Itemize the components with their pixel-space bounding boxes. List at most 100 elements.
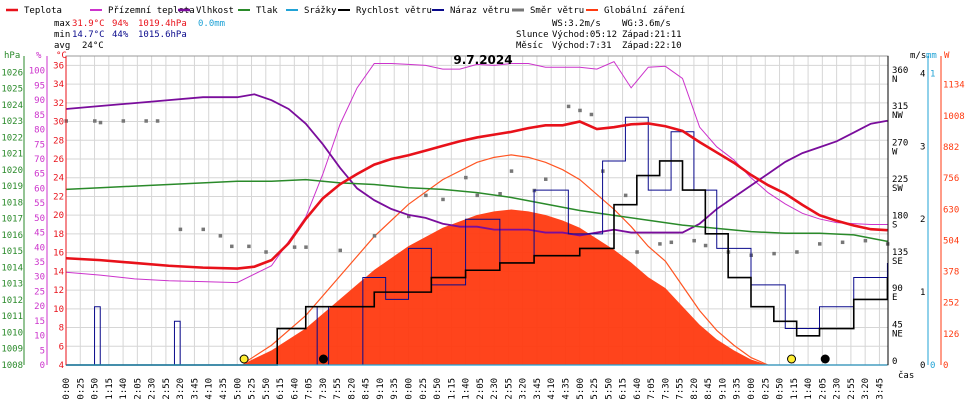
- y-tick-radiation: 378: [943, 268, 959, 278]
- wind-dir-point: [623, 193, 628, 198]
- x-tick-label: 08:20: [347, 378, 357, 400]
- x-tick-label: 18:20: [690, 378, 700, 400]
- y-tick-wind-dir: 45: [892, 321, 903, 331]
- wind-dir-point: [407, 214, 411, 219]
- legend-item-rychlost-vetru: Rychlost větru: [338, 6, 432, 16]
- y-tick-wind-speed: 0: [920, 361, 925, 371]
- y-tick-temperature: 22: [53, 192, 64, 202]
- y-tick-humidity: 40: [34, 243, 45, 253]
- y-tick-wind-dir-name: NE: [892, 330, 903, 340]
- wind-dir-point: [544, 177, 548, 181]
- legend-item-tlak: Tlak: [238, 6, 278, 16]
- y-tick-humidity: 55: [34, 199, 45, 209]
- x-tick-label: 04:35: [219, 378, 229, 400]
- stat-min-hum: 44%: [112, 30, 129, 40]
- y-tick-wind-dir-name: SW: [892, 184, 903, 194]
- x-tick-label: 14:10: [547, 378, 557, 400]
- x-tick-label: 11:15: [447, 378, 457, 400]
- x-tick-label: 12:05: [476, 378, 486, 400]
- y-tick-pressure: 1011: [1, 312, 23, 322]
- y-tick-temperature: 12: [53, 286, 64, 296]
- legend-label: Vlhkost: [196, 6, 234, 16]
- wind-dir-point: [441, 197, 445, 202]
- series-radiation-curve: [66, 154, 888, 366]
- moonset-time: Západ:22:10: [622, 41, 682, 51]
- x-tick-label: 02:30: [148, 378, 158, 400]
- x-tick-label: 23:45: [875, 378, 885, 400]
- x-tick-label: 11:40: [462, 378, 472, 400]
- y-tick-wind-dir: 180: [892, 211, 908, 221]
- y-tick-wind-dir-name: NW: [892, 111, 903, 121]
- y-tick-pressure: 1020: [1, 166, 23, 176]
- y-tick-pressure: 1021: [1, 150, 23, 160]
- x-tick-label: 16:40: [633, 378, 643, 400]
- sunset-time: Západ:21:11: [622, 30, 682, 40]
- legend-item-globalni-zareni: Globální záření: [586, 6, 685, 16]
- wind-dir-point: [818, 242, 822, 246]
- y-tick-humidity: 0: [40, 361, 45, 371]
- y-tick-humidity: 50: [34, 214, 45, 224]
- sun-marker: [787, 354, 797, 364]
- y-tick-humidity: 95: [34, 81, 45, 91]
- legend-label: Náraz větru: [450, 6, 510, 16]
- y-tick-pressure: 1010: [1, 328, 23, 338]
- y-tick-humidity: 100: [29, 67, 45, 77]
- y-tick-temperature: 8: [59, 324, 64, 334]
- y-tick-wind-dir: 90: [892, 284, 903, 294]
- y-tick-temperature: 28: [53, 136, 64, 146]
- stat-min-press: 1015.6hPa: [138, 30, 187, 40]
- x-tick-label: 17:30: [661, 378, 671, 400]
- wind-dir-point: [178, 227, 183, 232]
- x-tick-label: 00:50: [91, 378, 101, 400]
- y-tick-pressure: 1023: [1, 117, 23, 127]
- y-tick-pressure: 1026: [1, 68, 23, 78]
- y-tick-radiation: 0: [943, 361, 948, 371]
- stat-min-label: min: [54, 30, 70, 40]
- x-tick-label: 15:50: [604, 378, 614, 400]
- wind-dir-point: [703, 243, 708, 248]
- y-tick-wind-dir: 135: [892, 248, 908, 258]
- x-tick-label: 01:40: [119, 378, 129, 400]
- y-tick-temperature: 14: [53, 267, 64, 277]
- wind-dir-point: [795, 250, 799, 254]
- y-tick-rain: 1: [930, 69, 935, 79]
- y-tick-wind-speed: 1: [920, 288, 925, 298]
- x-tick-label: 22:05: [818, 378, 828, 400]
- legend-label: Směr větru: [530, 6, 584, 16]
- wind-dir-point: [304, 245, 308, 249]
- y-tick-radiation: 126: [943, 330, 959, 340]
- y-tick-humidity: 15: [34, 317, 45, 327]
- moon-label: Měsíc: [516, 41, 543, 51]
- x-tick-label: 20:00: [747, 378, 757, 400]
- x-tick-label: 03:45: [190, 378, 200, 400]
- y-tick-wind-dir-name: S: [892, 220, 897, 230]
- y-tick-wind-dir: 270: [892, 139, 908, 149]
- unit-ms: m/s: [910, 51, 926, 61]
- wind-dir-point: [121, 119, 126, 123]
- wind-dir-point: [840, 240, 845, 245]
- unit-mm: mm: [926, 51, 937, 61]
- stat-max-temp: 31.9°C: [72, 19, 105, 29]
- x-tick-label: 02:05: [133, 378, 143, 400]
- y-tick-temperature: 6: [59, 342, 64, 352]
- series-humidity: [65, 93, 888, 237]
- y-tick-wind-dir-name: SE: [892, 257, 903, 267]
- x-tick-label: 08:45: [362, 378, 372, 400]
- wind-dir-point: [566, 104, 571, 109]
- y-tick-rain: 0: [930, 361, 935, 371]
- y-tick-pressure: 1013: [1, 280, 23, 290]
- y-tick-radiation: 756: [943, 174, 959, 184]
- wind-dir-point: [201, 227, 205, 232]
- y-tick-pressure: 1024: [1, 101, 23, 111]
- wind-dir-point: [338, 248, 342, 253]
- x-tick-label: 10:50: [433, 378, 443, 400]
- sun-moon-info: WS:3.2m/s WG:3.6m/s Slunce Východ:05:12 …: [516, 19, 682, 51]
- x-tick-label: 22:30: [833, 378, 843, 400]
- y-tick-pressure: 1019: [1, 182, 23, 192]
- legend: Teplota Přízemní teplota Vlhkost Tlak Sr…: [6, 6, 685, 16]
- y-tick-pressure: 1022: [1, 133, 23, 143]
- y-tick-pressure: 1017: [1, 215, 23, 225]
- wind-dir-point: [424, 193, 428, 198]
- wind-dir-point: [155, 119, 160, 123]
